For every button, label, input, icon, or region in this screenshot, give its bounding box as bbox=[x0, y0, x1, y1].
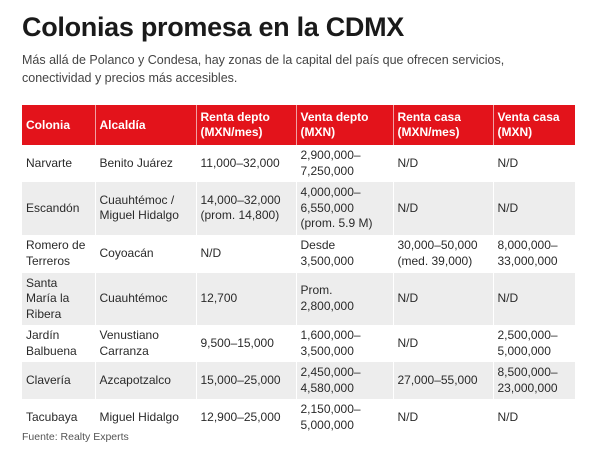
page-title: Colonias promesa en la CDMX bbox=[22, 12, 404, 42]
table-cell: Cuauhtémoc / Miguel Hidalgo bbox=[95, 182, 197, 235]
table-cell: 2,150,000–5,000,000 bbox=[296, 399, 394, 436]
table-row: Santa María la Ribera Cuauhtémoc 12,700 Pro… bbox=[22, 272, 576, 325]
table-cell: N/D bbox=[196, 234, 297, 273]
column-header: Alcaldía bbox=[95, 105, 197, 145]
cell-colonia: Clavería bbox=[22, 362, 96, 399]
subtitle: Más allá de Polanco y Condesa, hay zonas… bbox=[22, 53, 505, 85]
table-cell: 8,500,000–23,000,000 bbox=[493, 362, 576, 399]
table-cell: Venustiano Carranza bbox=[95, 325, 197, 362]
table-cell: 8,000,000–33,000,000 bbox=[493, 234, 576, 273]
table-row: Clavería Azcapotzalco 15,000–25,000 2,450,0… bbox=[22, 362, 576, 399]
table-cell: N/D bbox=[393, 399, 494, 436]
table-cell: 15,000–25,000 bbox=[196, 362, 297, 399]
cell-colonia: Escandón bbox=[22, 182, 96, 235]
table-cell: 2,900,000–7,250,000 bbox=[296, 145, 394, 182]
table-cell: N/D bbox=[493, 182, 576, 235]
table-cell: 27,000–55,000 bbox=[393, 362, 494, 399]
table-cell: Miguel Hidalgo bbox=[95, 399, 197, 436]
table-cell: Benito Juárez bbox=[95, 145, 197, 182]
table-cell: N/D bbox=[393, 325, 494, 362]
table-row: Escandón Cuauhtémoc / Miguel Hidalgo 14,00… bbox=[22, 182, 576, 235]
cell-colonia: Jardín Balbuena bbox=[22, 325, 96, 362]
table-row: Jardín Balbuena Venustiano Carranza 9,500–… bbox=[22, 325, 576, 362]
table-row: Narvarte Benito Juárez 11,000–32,000 2,900,… bbox=[22, 145, 576, 182]
table-cell: 14,000–32,000 (prom. 14,800) bbox=[196, 182, 297, 235]
table-cell: N/D bbox=[493, 399, 576, 436]
table-header-row: Colonia Alcaldía Renta depto (MXN/mes) V… bbox=[22, 105, 575, 145]
cell-colonia: Romero de Terreros bbox=[22, 234, 96, 273]
table-cell: Desde 3,500,000 bbox=[296, 234, 394, 273]
table-cell: Azcapotzalco bbox=[95, 362, 197, 399]
table-cell: 11,000–32,000 bbox=[196, 145, 297, 182]
table-row: Romero de Terreros Coyoacán N/D Desde 3,500… bbox=[22, 234, 576, 273]
table-cell: Coyoacán bbox=[95, 234, 197, 273]
cell-colonia: Narvarte bbox=[22, 145, 96, 182]
table-cell: N/D bbox=[493, 145, 576, 182]
column-header: Venta casa (MXN) bbox=[493, 105, 575, 145]
table-cell: 2,500,000–5,000,000 bbox=[493, 325, 576, 362]
table-cell: N/D bbox=[493, 272, 576, 325]
column-header: Renta casa (MXN/mes) bbox=[393, 105, 494, 145]
table-cell: 12,900–25,000 bbox=[196, 399, 297, 436]
table-cell: 1,600,000–3,500,000 bbox=[296, 325, 394, 362]
table-cell: 12,700 bbox=[196, 272, 297, 325]
table-cell: 9,500–15,000 bbox=[196, 325, 297, 362]
data-table: Colonia Alcaldía Renta depto (MXN/mes) V… bbox=[22, 105, 576, 436]
column-header: Colonia bbox=[22, 105, 96, 145]
table-cell: N/D bbox=[393, 182, 494, 235]
table-cell: Prom. 2,800,000 bbox=[296, 272, 394, 325]
cell-colonia: Tacubaya bbox=[22, 399, 96, 436]
table-row: Tacubaya Miguel Hidalgo 12,900–25,000 2,150… bbox=[22, 399, 576, 436]
table-cell: 2,450,000–4,580,000 bbox=[296, 362, 394, 399]
cell-colonia: Santa María la Ribera bbox=[22, 272, 96, 325]
column-header: Venta depto (MXN) bbox=[296, 105, 394, 145]
table-cell: N/D bbox=[393, 272, 494, 325]
table-cell: 30,000–50,000 (med. 39,000) bbox=[393, 234, 494, 273]
table-cell: Cuauhtémoc bbox=[95, 272, 197, 325]
source-note: Fuente: Realty Experts bbox=[22, 431, 129, 443]
table-cell: N/D bbox=[393, 145, 494, 182]
column-header: Renta depto (MXN/mes) bbox=[196, 105, 297, 145]
table-cell: 4,000,000–6,550,000 (prom. 5.9 M) bbox=[296, 182, 394, 235]
